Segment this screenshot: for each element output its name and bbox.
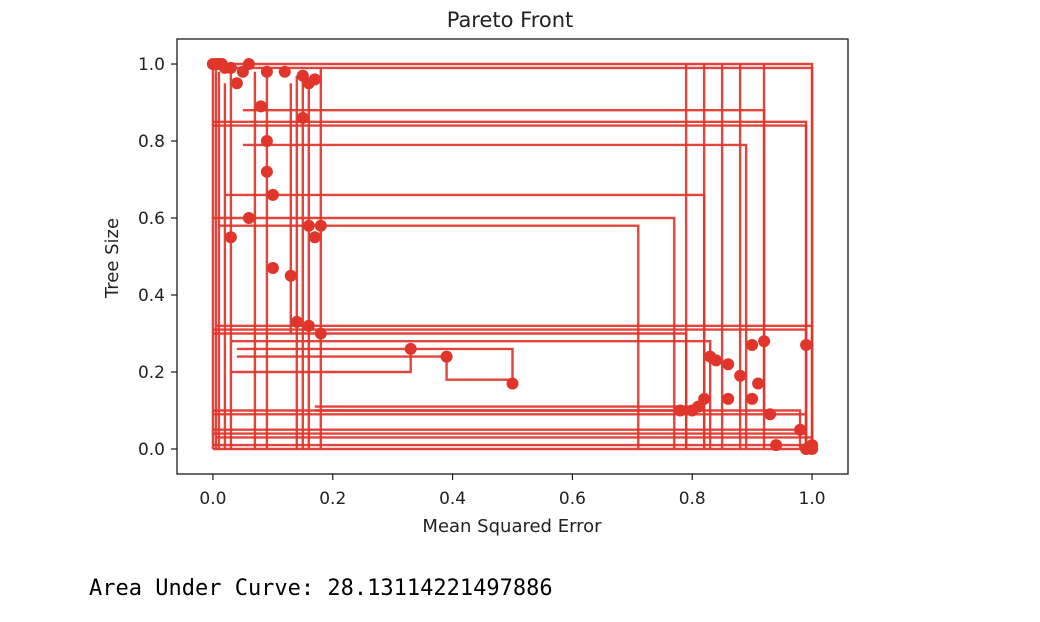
data-point [722, 358, 735, 371]
x-tick-label: 0.0 [199, 489, 226, 509]
x-tick-label: 0.2 [319, 489, 346, 509]
front-line-13 [212, 216, 676, 449]
data-point [260, 65, 273, 78]
y-tick-label: 0.0 [138, 440, 165, 460]
area-under-curve-text: Area Under Curve: 28.13114221497886 [89, 576, 553, 601]
plot-area [206, 58, 819, 455]
chart-title: Pareto Front [447, 8, 574, 32]
data-point [308, 73, 321, 86]
data-point [296, 111, 309, 124]
x-tick-label: 0.8 [679, 489, 706, 509]
data-point [722, 392, 735, 405]
y-axis-label: Tree Size [102, 218, 123, 299]
data-point [764, 408, 777, 421]
data-point [674, 404, 687, 417]
y-tick-label: 0.4 [138, 286, 165, 306]
data-point [224, 61, 237, 74]
data-point [302, 219, 315, 232]
front-line-14 [218, 224, 640, 449]
front-line-4 [215, 324, 814, 449]
data-point [314, 327, 327, 340]
front-line-18 [212, 332, 688, 449]
plot-frame [176, 38, 849, 475]
data-point [266, 262, 279, 274]
data-point [308, 231, 321, 244]
front-line-22 [230, 348, 412, 374]
x-axis-label: Mean Squared Error [422, 516, 602, 537]
front-line-16 [242, 143, 748, 449]
data-point [242, 58, 255, 70]
pareto-front-chart: Pareto Front Mean Squared Error Tree Siz… [102, 8, 849, 537]
data-point [290, 315, 303, 328]
axes: 0.0 0.2 0.4 0.6 0.8 1.0 0.0 0.2 0.4 0.6 0.8 1.0 [138, 38, 849, 509]
y-tick-label: 0.8 [138, 132, 165, 152]
y-tick-label: 0.2 [138, 363, 165, 383]
data-point [260, 135, 273, 147]
data-point [242, 212, 255, 224]
data-point [260, 165, 273, 178]
data-point [758, 335, 771, 348]
data-point [266, 188, 279, 201]
x-tick-label: 1.0 [799, 489, 826, 509]
data-point [440, 350, 453, 363]
data-point [284, 269, 297, 282]
data-point [734, 369, 747, 382]
data-point [254, 100, 267, 113]
data-point [710, 354, 723, 367]
data-point [800, 339, 813, 351]
front-line-19 [230, 340, 712, 449]
data-point [746, 339, 759, 351]
data-point [806, 439, 819, 452]
data-point [698, 392, 711, 405]
front-line-20 [236, 347, 514, 384]
y-tick-label: 0.6 [138, 209, 165, 229]
data-point [752, 377, 765, 390]
data-point [506, 377, 519, 390]
front-line-5 [212, 328, 808, 449]
data-point [404, 342, 417, 355]
front-line-21 [236, 355, 513, 381]
y-tick-label: 1.0 [138, 55, 165, 75]
data-point [278, 65, 291, 78]
data-point [230, 77, 243, 90]
x-tick-label: 0.6 [559, 489, 586, 509]
data-point [746, 392, 759, 405]
data-point [302, 319, 315, 332]
data-point [314, 219, 327, 232]
x-tick-label: 0.4 [439, 489, 466, 509]
data-point [224, 231, 237, 244]
front-line-1 [212, 66, 814, 449]
data-point [794, 423, 807, 436]
data-point [770, 439, 783, 452]
